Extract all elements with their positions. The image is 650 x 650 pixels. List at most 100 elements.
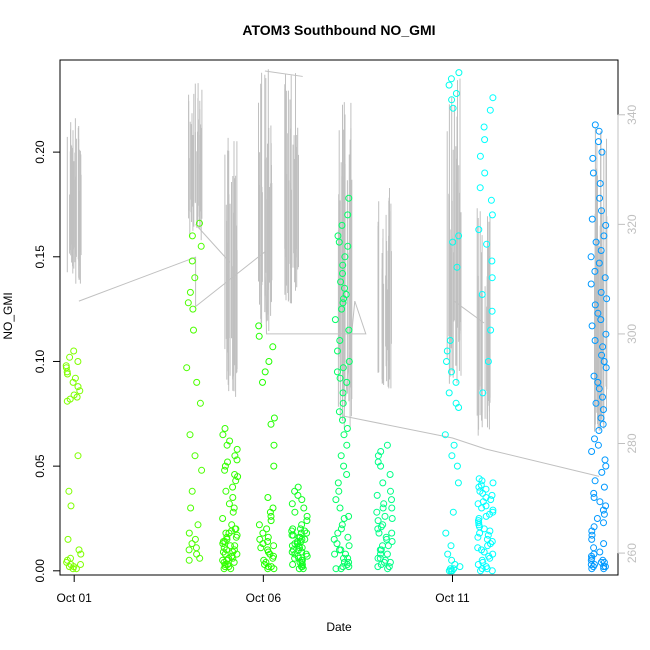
data-points [62,69,611,575]
data-point [196,399,204,407]
data-point [599,420,607,428]
data-point [298,544,306,552]
data-point [74,358,82,365]
data-point [341,253,349,261]
data-point [186,288,194,296]
data-point [601,456,609,464]
data-point [441,431,449,439]
data-point [453,462,461,470]
data-point [338,221,346,229]
data-point [66,353,74,361]
data-point [302,550,310,558]
data-point [373,508,381,516]
data-point [298,521,306,529]
data-point [590,523,598,531]
data-point [64,370,71,378]
data-point [331,316,339,324]
data-point [340,462,348,470]
y-tick-label: 0.00 [33,559,47,583]
data-point [223,546,231,554]
data-point [591,267,599,275]
data-point [196,554,204,562]
data-point [388,529,396,537]
data-point [294,538,301,545]
data-point [225,529,233,537]
data-point [231,452,239,460]
data-point [334,529,342,537]
data-point [484,531,492,539]
data-point [486,527,494,535]
data-point [590,494,598,501]
data-point [338,305,346,313]
data-point [188,232,196,240]
data-point [188,540,196,548]
data-point [480,548,488,556]
data-point [479,389,487,397]
data-point [455,404,463,411]
data-point [233,456,241,464]
connector-lines [78,70,600,477]
data-point [259,529,267,537]
data-point [452,90,460,97]
data-point [488,257,496,265]
data-point [452,378,460,386]
data-point [339,399,347,407]
data-point [193,550,201,558]
data-point [221,561,229,568]
data-point [288,531,296,539]
data-point [339,563,347,571]
data-point [596,498,604,506]
data-point [339,270,346,277]
data-point [185,529,193,537]
data-point [332,496,340,504]
data-point [264,533,272,541]
data-point [298,496,306,504]
data-point [376,546,384,554]
data-point [267,512,275,520]
data-point [288,527,296,535]
data-point [188,257,196,265]
data-point [474,544,482,552]
data-point [72,565,80,573]
data-point [234,473,242,481]
data-point [487,496,495,504]
y-axis-label: NO_GMI [1,292,15,339]
data-point [445,389,453,397]
data-point [383,550,391,558]
data-point [602,330,610,338]
data-point [455,232,463,240]
data-point [484,542,492,550]
y2-tick-label: 260 [625,543,639,563]
data-point [600,510,608,518]
data-point [488,211,496,219]
data-point [339,416,346,424]
data-point [376,554,384,562]
data-point [337,565,345,573]
data-point [303,517,311,525]
data-point [589,563,597,571]
data-point [269,343,277,351]
data-point [475,483,483,491]
data-point [303,529,311,537]
data-point [269,554,277,562]
data-point [476,184,484,192]
data-point [489,479,497,487]
data-point [590,489,598,497]
data-point [599,393,606,401]
data-point [375,529,383,537]
data-point [478,565,486,573]
data-point [261,368,269,376]
data-point [77,561,84,568]
data-point [592,399,600,407]
data-point [388,515,396,522]
data-point [600,358,608,365]
data-point [589,169,597,177]
data-point [185,546,193,554]
data-point [386,558,394,566]
data-point [387,487,394,495]
data-point [587,253,595,261]
data-point [263,525,271,533]
data-point [597,558,605,566]
data-point [222,529,230,537]
data-point [380,500,388,508]
